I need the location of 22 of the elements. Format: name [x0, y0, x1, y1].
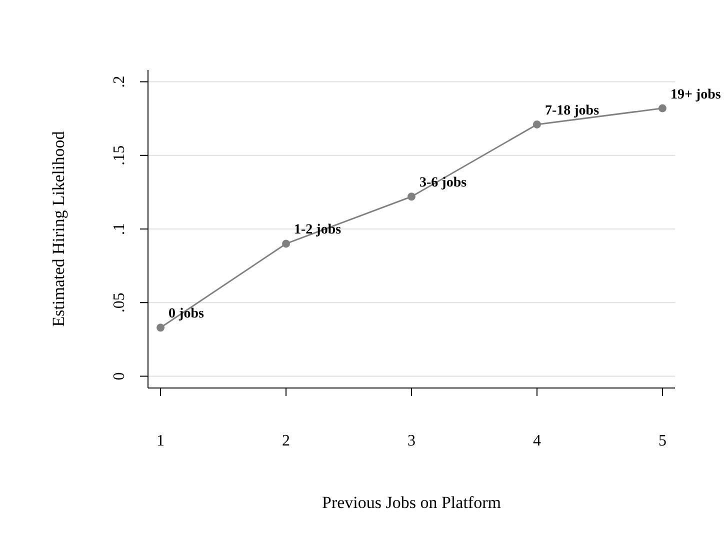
annotation: 19+ jobs	[670, 87, 722, 102]
point	[408, 192, 416, 201]
x-tick-label: 5	[658, 432, 666, 450]
annotation: 3-6 jobs	[420, 176, 468, 191]
y-tick-label: .05	[111, 292, 128, 313]
y-tick-label: .2	[111, 76, 128, 88]
annotation: 1-2 jobs	[294, 222, 342, 238]
point	[532, 120, 541, 128]
point	[658, 104, 666, 112]
y-tick-label: .15	[111, 145, 128, 166]
x-tick-label: 3	[408, 432, 416, 450]
point	[282, 240, 290, 248]
x-tick-label: 1	[156, 432, 165, 450]
point	[156, 324, 165, 332]
x-tick-label: 4	[532, 432, 541, 450]
annotation: 7-18 jobs	[544, 103, 600, 118]
y-tick-label: 0	[111, 372, 128, 380]
x-tick-label: 2	[282, 432, 290, 450]
y-axis-title: Estimated Hiring Likelihood	[49, 130, 68, 327]
annotation: 0 jobs	[168, 306, 204, 322]
x-axis-title: Previous Jobs on Platform	[322, 493, 501, 512]
y-tick-label: .1	[111, 223, 128, 235]
